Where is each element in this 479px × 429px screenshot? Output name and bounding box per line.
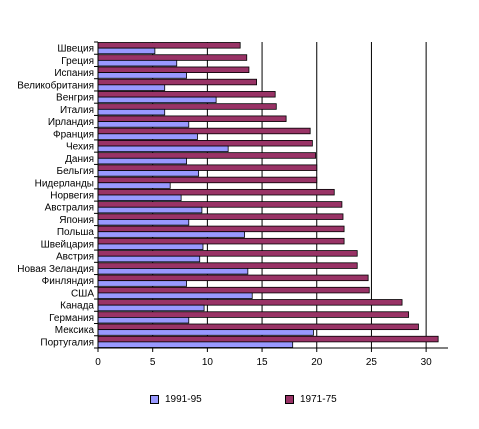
bars [97, 42, 439, 348]
bar-series-1 [97, 304, 205, 312]
bar-series-2 [97, 237, 345, 245]
category-label: Канада [60, 301, 94, 312]
category-label: Португалия [40, 337, 94, 348]
x-tick-label: 5 [150, 357, 156, 368]
bar-series-2 [97, 164, 318, 171]
bar-series-2 [97, 54, 248, 61]
bar-series-1 [97, 182, 171, 189]
bar-series-1 [97, 219, 190, 226]
category-label: Польша [57, 227, 95, 238]
bar-series-1 [97, 280, 187, 287]
category-label: Франция [53, 129, 94, 140]
category-label: Норвегия [50, 191, 94, 202]
bar-series-2 [97, 262, 358, 269]
bar-series-1 [97, 255, 201, 263]
bar-series-2 [97, 176, 318, 184]
bar-series-2 [97, 201, 343, 208]
bar-series-1 [97, 206, 203, 214]
bar-series-1 [97, 231, 245, 238]
bar-series-1 [97, 96, 217, 104]
legend-item-series-2: 1971-75 [285, 394, 337, 405]
legend-swatch-series-1 [150, 395, 159, 404]
bar-series-2 [97, 115, 287, 122]
bar-series-2 [97, 323, 419, 331]
category-label: Германия [49, 313, 94, 324]
category-label: Великобритания [17, 79, 94, 91]
bar-series-1 [97, 121, 190, 128]
legend-label-series-1: 1991-95 [165, 394, 202, 405]
x-tick-label: 10 [202, 357, 214, 368]
bar-series-2 [97, 127, 311, 135]
category-label: Испания [54, 68, 94, 79]
bar-series-2 [97, 335, 439, 343]
category-label: Мексика [55, 325, 95, 336]
x-tick-label: 0 [95, 357, 101, 368]
x-tick-label: 20 [311, 357, 323, 368]
x-tick-label: 15 [257, 357, 269, 368]
x-tick-labels: 0 5 10 15 20 25 30 [95, 357, 432, 368]
bar-series-1 [97, 157, 187, 165]
category-label: Нидерланды [35, 178, 94, 189]
bar-series-2 [97, 250, 358, 257]
category-label: Япония [59, 215, 94, 226]
bar-series-1 [97, 268, 249, 275]
category-label: Греция [61, 56, 94, 67]
category-label: Швеция [57, 44, 94, 55]
x-tick-label: 25 [366, 357, 378, 368]
bar-series-2 [97, 188, 335, 196]
category-label: Италия [60, 105, 94, 116]
bar-series-2 [97, 140, 313, 147]
category-label: Чехия [66, 142, 94, 153]
category-label: Австрия [56, 252, 94, 263]
category-label: США [71, 288, 94, 299]
axes [94, 41, 448, 352]
bar-series-2 [97, 42, 241, 49]
x-tick-label: 30 [421, 357, 433, 368]
legend-label-series-2: 1971-75 [300, 394, 337, 405]
bar-series-2 [97, 225, 345, 233]
bar-series-2 [97, 286, 370, 294]
bar-series-1 [97, 316, 190, 324]
bar-series-1 [97, 59, 178, 67]
legend-swatch-series-2 [285, 395, 294, 404]
bar-series-1 [97, 194, 182, 202]
category-label: Дания [65, 154, 94, 165]
category-label: Швейцария [41, 239, 94, 250]
category-label: Финляндия [42, 276, 94, 287]
category-label: Новая Зеландия [17, 264, 94, 275]
bar-series-2 [97, 213, 344, 220]
category-label: Венгрия [56, 93, 94, 104]
bar-series-2 [97, 66, 250, 73]
bar-series-1 [97, 341, 294, 348]
bar-series-1 [97, 292, 253, 299]
category-label: Бельгия [57, 166, 95, 177]
category-label: Австралия [45, 203, 94, 214]
bar-series-1 [97, 170, 200, 177]
bar-series-1 [97, 145, 229, 153]
bar-series-2 [97, 78, 257, 86]
bar-series-2 [97, 152, 317, 159]
bar-series-1 [97, 72, 187, 79]
bar-series-2 [97, 103, 277, 110]
bar-series-1 [97, 47, 156, 55]
legend-item-series-1: 1991-95 [150, 394, 202, 405]
bar-series-2 [97, 299, 403, 306]
bar-series-1 [97, 108, 166, 116]
bar-series-1 [97, 133, 198, 140]
bar-series-2 [97, 91, 276, 98]
bar-series-1 [97, 243, 204, 250]
bar-series-2 [97, 274, 369, 282]
bar-series-2 [97, 311, 410, 318]
category-label: Ирландия [48, 117, 94, 128]
legend: 1991-95 1971-75 [0, 394, 479, 414]
bar-series-1 [97, 329, 314, 336]
bar-series-1 [97, 84, 166, 91]
